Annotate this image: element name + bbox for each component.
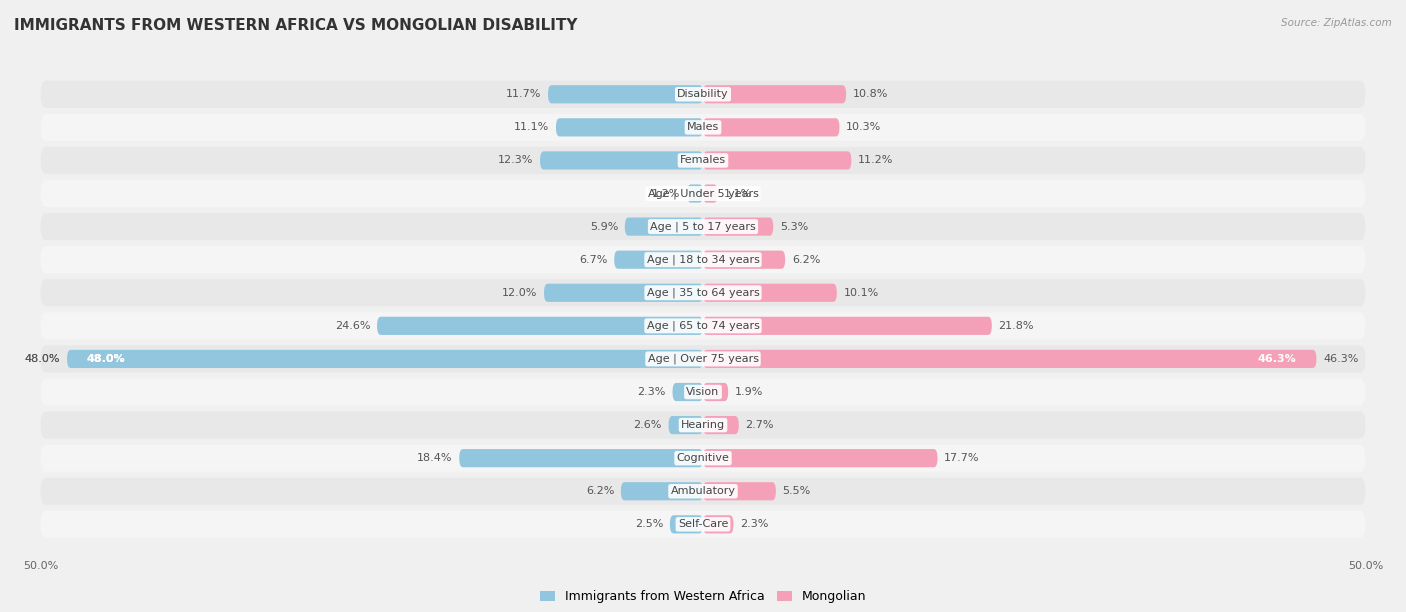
FancyBboxPatch shape [540, 151, 703, 170]
FancyBboxPatch shape [703, 482, 776, 501]
Text: 11.7%: 11.7% [506, 89, 541, 99]
Text: 10.8%: 10.8% [852, 89, 889, 99]
FancyBboxPatch shape [703, 118, 839, 136]
FancyBboxPatch shape [669, 515, 703, 534]
Text: 2.3%: 2.3% [637, 387, 666, 397]
FancyBboxPatch shape [555, 118, 703, 136]
Text: 46.3%: 46.3% [1258, 354, 1296, 364]
FancyBboxPatch shape [460, 449, 703, 468]
Text: 12.3%: 12.3% [498, 155, 533, 165]
Text: 1.1%: 1.1% [724, 188, 752, 198]
Text: Hearing: Hearing [681, 420, 725, 430]
Text: 12.0%: 12.0% [502, 288, 537, 298]
FancyBboxPatch shape [703, 515, 734, 534]
Text: 1.9%: 1.9% [735, 387, 763, 397]
Text: 6.2%: 6.2% [586, 487, 614, 496]
FancyBboxPatch shape [544, 284, 703, 302]
Text: 48.0%: 48.0% [87, 354, 125, 364]
FancyBboxPatch shape [703, 317, 991, 335]
FancyBboxPatch shape [672, 383, 703, 401]
Text: 24.6%: 24.6% [335, 321, 370, 331]
FancyBboxPatch shape [41, 147, 1365, 174]
Text: 10.3%: 10.3% [846, 122, 882, 132]
FancyBboxPatch shape [548, 85, 703, 103]
Text: 2.6%: 2.6% [634, 420, 662, 430]
Text: 46.3%: 46.3% [1323, 354, 1358, 364]
Text: 6.2%: 6.2% [792, 255, 820, 264]
Text: 2.5%: 2.5% [636, 520, 664, 529]
FancyBboxPatch shape [41, 180, 1365, 207]
FancyBboxPatch shape [41, 246, 1365, 273]
FancyBboxPatch shape [703, 383, 728, 401]
Text: Age | 35 to 64 years: Age | 35 to 64 years [647, 288, 759, 298]
Text: Age | Under 5 years: Age | Under 5 years [648, 188, 758, 199]
FancyBboxPatch shape [41, 213, 1365, 240]
FancyBboxPatch shape [703, 151, 852, 170]
FancyBboxPatch shape [703, 85, 846, 103]
FancyBboxPatch shape [41, 411, 1365, 439]
FancyBboxPatch shape [41, 279, 1365, 307]
FancyBboxPatch shape [41, 345, 1365, 373]
FancyBboxPatch shape [688, 184, 703, 203]
Text: 11.2%: 11.2% [858, 155, 893, 165]
FancyBboxPatch shape [624, 217, 703, 236]
Text: 5.3%: 5.3% [780, 222, 808, 231]
FancyBboxPatch shape [41, 378, 1365, 406]
Text: 11.1%: 11.1% [515, 122, 550, 132]
Text: Vision: Vision [686, 387, 720, 397]
Text: 21.8%: 21.8% [998, 321, 1033, 331]
Text: Age | Over 75 years: Age | Over 75 years [648, 354, 758, 364]
FancyBboxPatch shape [703, 284, 837, 302]
FancyBboxPatch shape [377, 317, 703, 335]
Text: 48.0%: 48.0% [25, 354, 60, 364]
Text: Age | 5 to 17 years: Age | 5 to 17 years [650, 222, 756, 232]
FancyBboxPatch shape [41, 478, 1365, 505]
FancyBboxPatch shape [669, 416, 703, 434]
FancyBboxPatch shape [67, 350, 703, 368]
FancyBboxPatch shape [614, 250, 703, 269]
Text: 1.2%: 1.2% [652, 188, 681, 198]
FancyBboxPatch shape [41, 444, 1365, 472]
Text: Ambulatory: Ambulatory [671, 487, 735, 496]
Text: 2.3%: 2.3% [740, 520, 769, 529]
FancyBboxPatch shape [41, 312, 1365, 340]
Text: 18.4%: 18.4% [418, 453, 453, 463]
FancyBboxPatch shape [41, 81, 1365, 108]
Text: 48.0%: 48.0% [87, 354, 125, 364]
Text: IMMIGRANTS FROM WESTERN AFRICA VS MONGOLIAN DISABILITY: IMMIGRANTS FROM WESTERN AFRICA VS MONGOL… [14, 18, 578, 34]
FancyBboxPatch shape [41, 114, 1365, 141]
Text: 17.7%: 17.7% [945, 453, 980, 463]
FancyBboxPatch shape [703, 217, 773, 236]
FancyBboxPatch shape [703, 449, 938, 468]
Text: 2.7%: 2.7% [745, 420, 773, 430]
Text: Males: Males [688, 122, 718, 132]
Text: Cognitive: Cognitive [676, 453, 730, 463]
Text: Age | 65 to 74 years: Age | 65 to 74 years [647, 321, 759, 331]
Text: 5.5%: 5.5% [783, 487, 811, 496]
Text: 6.7%: 6.7% [579, 255, 607, 264]
FancyBboxPatch shape [703, 250, 785, 269]
Text: Disability: Disability [678, 89, 728, 99]
FancyBboxPatch shape [41, 511, 1365, 538]
Text: Females: Females [681, 155, 725, 165]
Text: 48.0%: 48.0% [25, 354, 60, 364]
Text: 5.9%: 5.9% [591, 222, 619, 231]
Text: Self-Care: Self-Care [678, 520, 728, 529]
FancyBboxPatch shape [703, 350, 1316, 368]
Legend: Immigrants from Western Africa, Mongolian: Immigrants from Western Africa, Mongolia… [540, 591, 866, 603]
Text: 10.1%: 10.1% [844, 288, 879, 298]
FancyBboxPatch shape [703, 184, 717, 203]
FancyBboxPatch shape [703, 416, 738, 434]
FancyBboxPatch shape [621, 482, 703, 501]
Text: Source: ZipAtlas.com: Source: ZipAtlas.com [1281, 18, 1392, 28]
Text: Age | 18 to 34 years: Age | 18 to 34 years [647, 255, 759, 265]
